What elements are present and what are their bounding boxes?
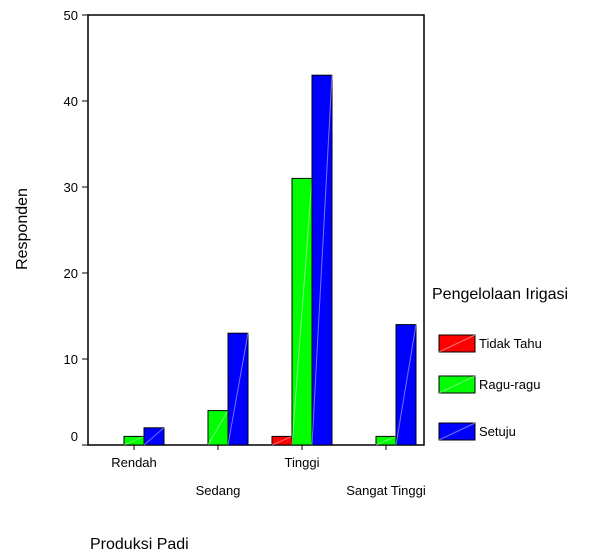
legend-label: Tidak Tahu — [479, 336, 542, 351]
legend: Pengelolaan Irigasi Tidak Tahu Ragu-ragu S… — [432, 286, 568, 441]
bar — [143, 427, 165, 446]
legend-swatch — [438, 375, 476, 394]
x-axis-ticks: Rendah Sedang Tinggi Sangat Tinggi — [111, 445, 426, 498]
legend-item: Setuju — [438, 422, 516, 441]
y-tick-label: 10 — [64, 352, 78, 367]
bar — [395, 324, 417, 446]
bar-highlight — [271, 435, 293, 446]
plot-frame — [87, 14, 425, 446]
x-tick-label: Rendah — [111, 455, 157, 470]
y-axis-title: Responden — [14, 188, 31, 270]
bar-highlight — [395, 324, 417, 446]
bar-setuju-sangat-tinggi — [395, 324, 417, 446]
legend-swatch — [438, 334, 476, 353]
bar-highlight — [123, 435, 145, 446]
x-tick-label: Sedang — [196, 483, 241, 498]
bar-tidak-tahu-tinggi — [271, 435, 293, 446]
y-axis-ticks: 0 10 20 30 40 50 — [64, 8, 88, 446]
legend-swatch — [438, 422, 476, 441]
bar-highlight — [291, 178, 313, 446]
x-tick-label: Sangat Tinggi — [346, 483, 426, 498]
legend-swatch-highlight — [438, 422, 476, 441]
bar-ragu-ragu-tinggi — [291, 177, 313, 446]
legend-label: Ragu-ragu — [479, 377, 540, 392]
bar-highlight — [143, 427, 165, 446]
plot-area — [87, 14, 425, 446]
x-tick-label: Tinggi — [285, 455, 320, 470]
legend-swatch-highlight — [438, 375, 476, 394]
legend-item: Ragu-ragu — [438, 375, 540, 394]
bar-highlight — [375, 435, 397, 446]
bar-setuju-sedang — [227, 332, 249, 446]
bar-highlight — [311, 75, 333, 446]
y-tick-label: 30 — [64, 180, 78, 195]
bar-ragu-ragu-rendah — [123, 435, 145, 446]
bar-highlight — [227, 333, 249, 446]
bar-ragu-ragu-sangat-tinggi — [375, 435, 397, 446]
y-tick-label: 40 — [64, 94, 78, 109]
y-tick-label: 0 — [71, 429, 78, 444]
bar — [311, 74, 333, 446]
y-tick-label: 20 — [64, 266, 78, 281]
legend-label: Setuju — [479, 424, 516, 439]
legend-swatch-highlight — [438, 334, 476, 353]
bar-setuju-tinggi — [311, 74, 333, 446]
x-axis-title: Produksi Padi — [90, 536, 189, 550]
legend-title: Pengelolaan Irigasi — [432, 286, 568, 303]
bars-group — [123, 74, 417, 446]
y-tick-label: 50 — [64, 8, 78, 23]
bar — [227, 332, 249, 446]
bar-ragu-ragu-sedang — [207, 410, 229, 446]
legend-item: Tidak Tahu — [438, 334, 542, 353]
bar-highlight — [207, 410, 229, 446]
bar-setuju-rendah — [143, 427, 165, 446]
